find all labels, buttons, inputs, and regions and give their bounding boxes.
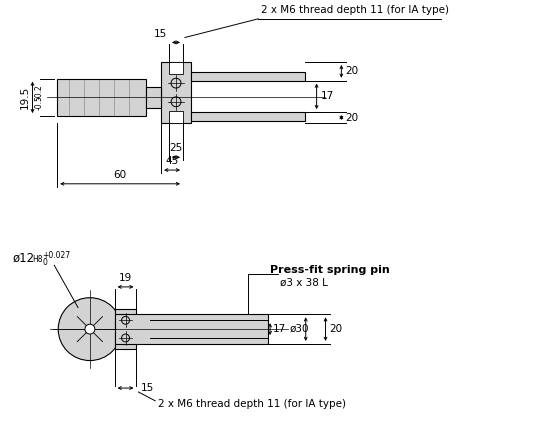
Text: 17: 17: [273, 324, 286, 334]
Text: ø3 x 38 L: ø3 x 38 L: [280, 278, 328, 288]
Text: H8: H8: [32, 255, 43, 264]
Text: -0.5: -0.5: [35, 95, 43, 110]
Bar: [169, 111, 183, 123]
Bar: [146, 87, 161, 108]
Text: 17: 17: [321, 92, 334, 102]
Text: 0: 0: [42, 258, 47, 267]
Text: 2 x M6 thread depth 11 (for IA type): 2 x M6 thread depth 11 (for IA type): [261, 5, 449, 15]
Bar: [57, 79, 146, 116]
Text: 45: 45: [165, 156, 179, 166]
Bar: [169, 62, 183, 74]
Text: 19: 19: [119, 273, 132, 283]
Text: +0.027: +0.027: [42, 251, 71, 260]
Bar: [115, 310, 136, 349]
Text: 2 x M6 thread depth 11 (for IA type): 2 x M6 thread depth 11 (for IA type): [158, 399, 346, 409]
Text: 60: 60: [114, 170, 126, 180]
Circle shape: [85, 324, 95, 334]
Text: 20: 20: [330, 324, 343, 334]
Bar: [115, 314, 268, 344]
Text: -0.2: -0.2: [35, 84, 43, 99]
Bar: [191, 112, 305, 121]
Text: ø30: ø30: [290, 324, 309, 334]
Text: 15: 15: [140, 383, 154, 393]
Text: Press-fit spring pin: Press-fit spring pin: [270, 265, 390, 275]
Text: 19.5: 19.5: [19, 86, 30, 109]
Bar: [161, 62, 191, 123]
Text: 20: 20: [345, 112, 359, 123]
Text: ø12: ø12: [13, 252, 35, 265]
Text: 25: 25: [169, 143, 183, 153]
Text: 20: 20: [345, 66, 359, 76]
Circle shape: [58, 298, 121, 361]
Text: 15: 15: [154, 30, 167, 39]
Bar: [191, 72, 305, 81]
